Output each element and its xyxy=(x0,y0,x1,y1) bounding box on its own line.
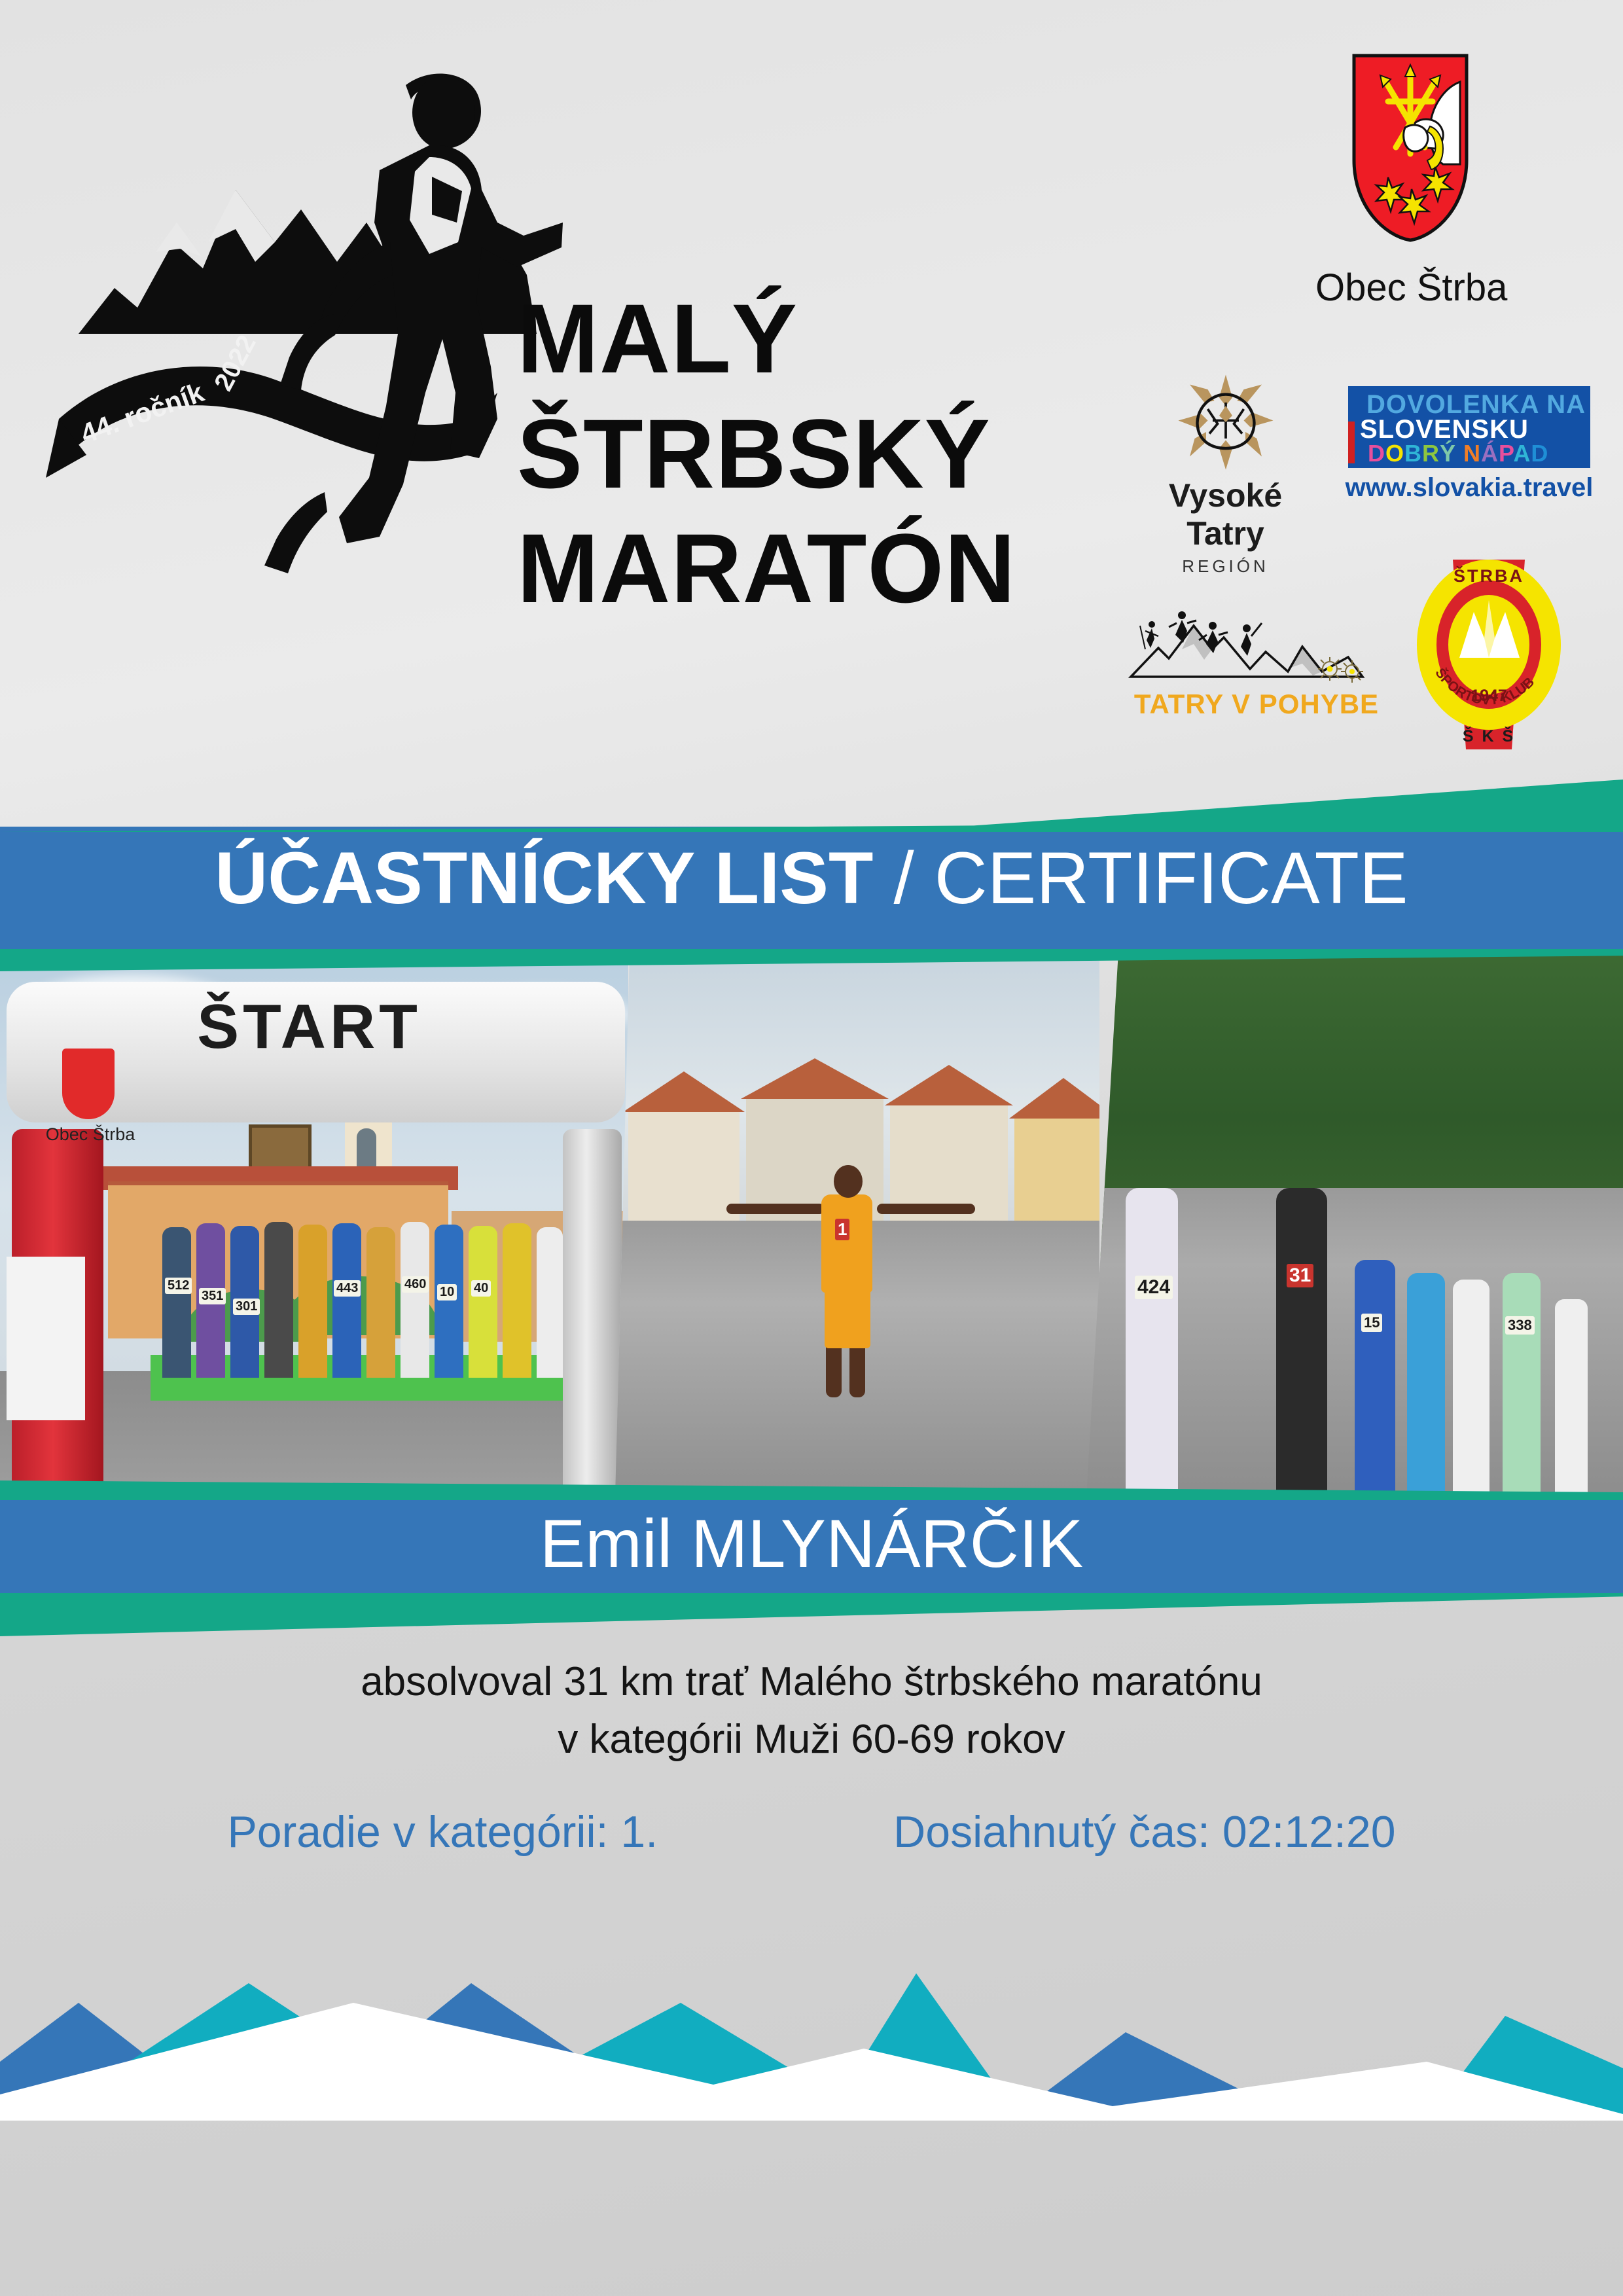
achievement-description: absolvoval 31 km trať Malého štrbského m… xyxy=(0,1653,1623,1768)
tatry-v-pohybe-name: TATRY V POHYBE xyxy=(1133,689,1380,719)
runner-silhouette xyxy=(1503,1273,1541,1496)
slovakia-travel-line-3: DOBRÝ NÁPAD xyxy=(1368,440,1549,467)
bib-number: 351 xyxy=(199,1288,226,1304)
bib-number: 40 xyxy=(471,1280,491,1297)
achievement-line-1: absolvoval 31 km trať Malého štrbského m… xyxy=(361,1659,1262,1704)
runner-silhouette xyxy=(401,1222,429,1378)
page-title: MALÝ ŠTRBSKÝ MARATÓN xyxy=(517,281,1171,626)
arch-crest-caption: Obec Štrba xyxy=(45,1124,135,1144)
sks-top-label: ŠTRBA xyxy=(1454,565,1524,586)
bib-number: 31 xyxy=(1287,1264,1314,1287)
sponsor-vysoke-tatry: Vysoké Tatry REGIÓN xyxy=(1142,373,1309,577)
runner-silhouette xyxy=(1126,1188,1178,1496)
certificate-title-band: ÚČASTNÍCKY LIST / CERTIFICATE xyxy=(0,780,1623,949)
footer-mountain-decoration xyxy=(0,1898,1623,2121)
runner-silhouette xyxy=(1555,1299,1588,1496)
tree-background xyxy=(1086,949,1623,1230)
bib-number: 512 xyxy=(165,1278,192,1294)
category-rank: Poradie v kategórii: 1. xyxy=(227,1807,658,1857)
slovakia-travel-line-2: SLOVENSKU xyxy=(1360,415,1529,444)
certificate-title: ÚČASTNÍCKY LIST / CERTIFICATE xyxy=(0,836,1623,920)
finish-time: Dosiahnutý čas: 02:12:20 xyxy=(893,1807,1396,1857)
bib-number: 424 xyxy=(1135,1276,1173,1299)
green-accent-stripe-below-name xyxy=(0,1593,1623,1636)
inflatable-arch-right-leg xyxy=(563,1129,622,1496)
vysoke-tatry-subtitle: REGIÓN xyxy=(1182,556,1269,576)
runner-silhouette xyxy=(264,1222,293,1378)
runner-silhouette xyxy=(537,1227,563,1378)
sponsor-slovakia-travel: DOVOLENKA NA SLOVENSKU DOBRÝ NÁPAD www.s… xyxy=(1342,386,1597,503)
sks-year-label: 1947 xyxy=(1471,687,1507,705)
sponsor-sks-strba: ŠTRBA 1947 ŠPORTOVÝ KLUB Š K Š xyxy=(1414,560,1564,749)
sks-strba-badge-icon: ŠTRBA 1947 ŠPORTOVÝ KLUB Š K Š xyxy=(1417,560,1561,749)
bib-number: 443 xyxy=(334,1280,361,1297)
side-banner xyxy=(7,1257,85,1420)
runner-silhouette xyxy=(366,1227,395,1378)
runner-silhouette xyxy=(1453,1280,1489,1496)
photo-strip: 512 351 301 443 460 10 40 3 ŠTART Obec Š… xyxy=(0,949,1623,1496)
participant-name-band: Emil MLYNÁRČIK xyxy=(0,1494,1623,1593)
event-title-line-1: MALÝ xyxy=(517,283,798,393)
runner-silhouette xyxy=(332,1223,361,1378)
strba-coat-of-arms-icon xyxy=(1352,54,1469,242)
winner-finish-photo: 1 xyxy=(615,949,1099,1496)
winner-arm xyxy=(877,1204,975,1214)
footer: V Štrbe 10. júla 2022 MŠM xyxy=(0,1898,1623,2296)
sponsor-obec-strba: Obec Štrba xyxy=(1315,33,1508,310)
runner-silhouette xyxy=(1276,1188,1327,1496)
slovakia-travel-banner: DOVOLENKA NA SLOVENSKU DOBRÝ NÁPAD xyxy=(1348,386,1590,468)
runner-silhouette xyxy=(435,1225,463,1378)
winner-arm xyxy=(726,1204,825,1214)
runner-silhouette xyxy=(503,1223,531,1378)
runner-silhouette xyxy=(298,1225,327,1378)
bib-number: 460 xyxy=(402,1276,429,1293)
runner-silhouette xyxy=(162,1227,191,1378)
arch-crest-icon xyxy=(62,1049,115,1119)
start-arch-label: ŠTART xyxy=(197,992,421,1062)
slovakia-travel-line-1: DOVOLENKA NA xyxy=(1366,390,1586,419)
winner-singlet xyxy=(821,1194,872,1293)
bib-number: 1 xyxy=(835,1219,850,1240)
obec-strba-caption: Obec Štrba xyxy=(1315,266,1508,309)
bib-number: 10 xyxy=(437,1284,457,1300)
bib-number: 338 xyxy=(1505,1316,1535,1335)
vysoke-tatry-name: Vysoké Tatry xyxy=(1168,477,1283,552)
participant-name: Emil MLYNÁRČIK xyxy=(539,1506,1084,1582)
achievement-line-2: v kategórii Muži 60-69 rokov xyxy=(558,1717,1065,1763)
bib-number: 301 xyxy=(233,1299,260,1315)
sks-bottom-label: Š K Š xyxy=(1463,726,1515,745)
certificate-title-sk: ÚČASTNÍCKY LIST xyxy=(215,837,874,919)
start-line-photo: 512 351 301 443 460 10 40 3 ŠTART Obec Š… xyxy=(0,949,628,1496)
sponsor-tatry-v-pohybe: TATRY V POHYBE xyxy=(1126,609,1387,720)
winner-head xyxy=(834,1165,863,1198)
runner-silhouette xyxy=(469,1226,497,1378)
certificate-title-en: / CERTIFICATE xyxy=(873,837,1408,919)
event-title-line-2: ŠTRBSKÝ xyxy=(517,398,991,509)
result-row: Poradie v kategórii: 1. Dosiahnutý čas: … xyxy=(0,1806,1623,1857)
red-tab-decoration xyxy=(1348,422,1355,463)
edelweiss-sun-icon xyxy=(1178,374,1273,470)
mountain-silhouette-sports-icon xyxy=(1128,611,1365,683)
runner-silhouette xyxy=(1355,1260,1395,1496)
winner-shorts xyxy=(825,1286,870,1348)
event-logo-runner-mountains-icon: 44. ročník 2022 xyxy=(39,26,563,615)
runners-on-road-photo: 424 31 15 338 xyxy=(1086,949,1623,1496)
header: 44. ročník 2022 MALÝ ŠTRBSKÝ MA xyxy=(0,0,1623,827)
bib-number: 15 xyxy=(1361,1314,1383,1332)
slovakia-travel-url: www.slovakia.travel xyxy=(1345,473,1594,502)
event-title-line-3: MARATÓN xyxy=(517,513,1016,623)
runner-silhouette xyxy=(1407,1273,1445,1496)
